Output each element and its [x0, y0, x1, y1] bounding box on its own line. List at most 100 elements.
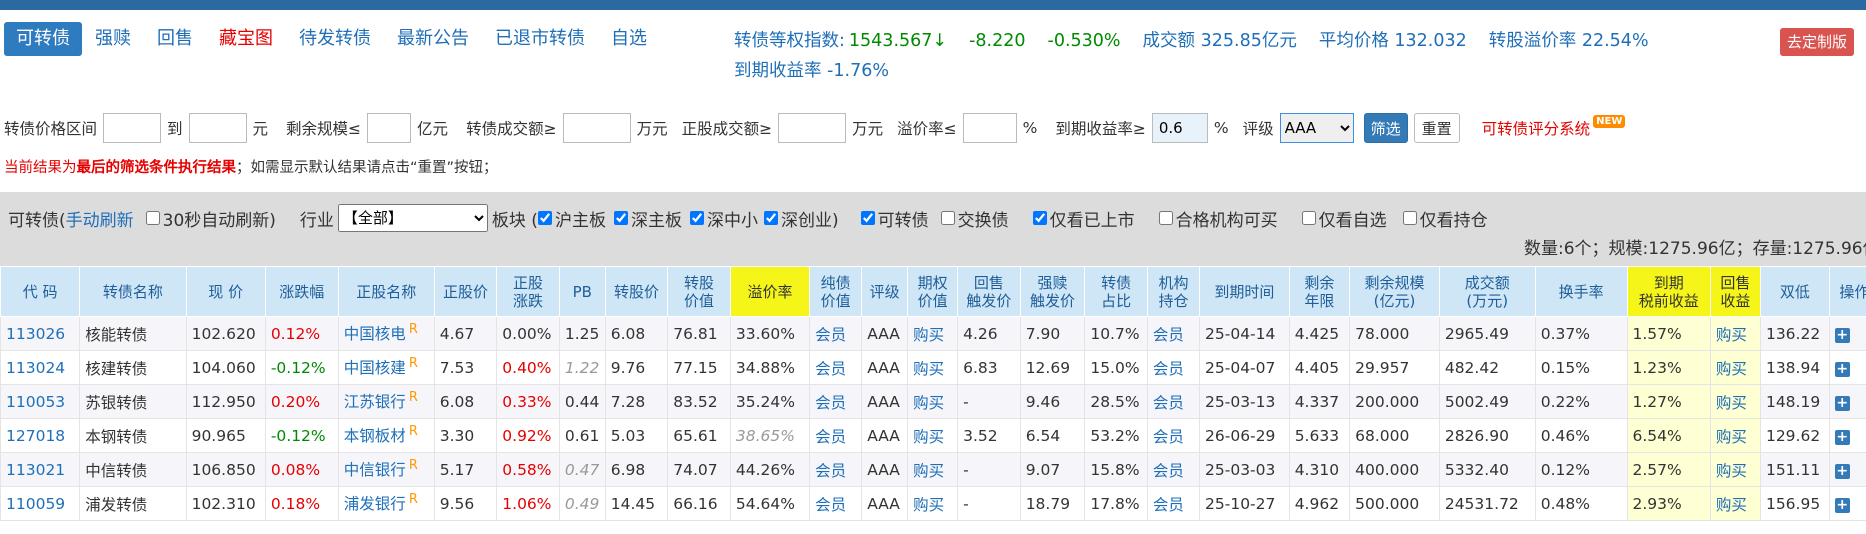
option-value-buy-link[interactable]: 购买 — [913, 495, 945, 514]
tab-treasure-map[interactable]: 藏宝图 — [219, 28, 273, 49]
option-value-buy-link[interactable]: 购买 — [913, 393, 945, 412]
add-plus-icon[interactable]: + — [1834, 462, 1850, 479]
column-header[interactable]: 溢价率 — [729, 266, 811, 317]
stock-name-link[interactable]: 中国核建 — [343, 359, 406, 378]
institution-member-link[interactable]: 会员 — [1152, 325, 1184, 344]
manual-refresh-link[interactable]: 手动刷新 — [65, 210, 134, 231]
stock-name-link[interactable]: 江苏银行 — [343, 393, 406, 412]
institution-member-link[interactable]: 会员 — [1152, 495, 1184, 514]
table-row[interactable]: 113026 核能转债 102.620 0.12% 中国核电 R 4.67 0.00% 1.25… — [0, 316, 1866, 351]
bond-code-link[interactable]: 113021 — [6, 460, 66, 479]
bond-value-member-link[interactable]: 会员 — [815, 393, 847, 412]
bond-turnover-input[interactable] — [562, 113, 631, 143]
column-header[interactable]: 期权 价值 — [907, 266, 959, 317]
sz-sme-checkbox[interactable] — [689, 211, 704, 225]
column-header[interactable]: 到期时间 — [1199, 266, 1290, 317]
column-header[interactable]: 转债 占比 — [1084, 266, 1148, 317]
column-header[interactable]: 成交额 (万元) — [1438, 266, 1536, 317]
tab-forced-redemption[interactable]: 强赎 — [95, 28, 131, 49]
sh-main-checkbox[interactable] — [537, 211, 552, 225]
qualified-checkbox[interactable] — [1158, 211, 1173, 225]
bond-value-member-link[interactable]: 会员 — [815, 359, 847, 378]
column-header[interactable]: 操作 — [1828, 266, 1866, 317]
column-header[interactable]: 评级 — [861, 266, 909, 317]
put-yield-buy-link[interactable]: 购买 — [1715, 495, 1747, 514]
column-header[interactable]: 代 码 — [0, 266, 81, 317]
table-row[interactable]: 110059 浦发转债 102.310 0.18% 浦发银行 R 9.56 1.06% 0.49… — [0, 486, 1866, 521]
column-header[interactable]: 正股 涨跌 — [496, 266, 560, 317]
option-value-buy-link[interactable]: 购买 — [913, 427, 945, 446]
table-row[interactable]: 113021 中信转债 106.850 0.08% 中信银行 R 5.17 0.58% 0.47… — [0, 452, 1866, 487]
bond-value-member-link[interactable]: 会员 — [815, 461, 847, 480]
institution-member-link[interactable]: 会员 — [1152, 427, 1184, 446]
industry-select[interactable]: 【全部】 — [337, 204, 488, 232]
custom-version-button[interactable]: 去定制版 — [1780, 28, 1854, 56]
bond-code-link[interactable]: 113026 — [6, 324, 66, 343]
column-header[interactable]: 正股价 — [433, 266, 498, 317]
stock-name-link[interactable]: 浦发银行 — [343, 495, 406, 514]
column-header[interactable]: 剩余规模 (亿元) — [1349, 266, 1440, 317]
table-row[interactable]: 110053 苏银转债 112.950 0.20% 江苏银行 R 6.08 0.33% 0.44… — [0, 384, 1866, 419]
r-mark-icon[interactable]: R — [408, 356, 418, 372]
stock-turnover-input[interactable] — [778, 113, 847, 143]
column-header[interactable]: 转股价 — [604, 266, 669, 317]
table-row[interactable]: 113024 核建转债 104.060 -0.12% 中国核建 R 7.53 0.40% 1.2… — [0, 350, 1866, 385]
put-yield-buy-link[interactable]: 购买 — [1715, 325, 1747, 344]
tab-watchlist[interactable]: 自选 — [611, 28, 647, 49]
column-header[interactable]: 机构 持仓 — [1146, 266, 1201, 317]
remaining-scale-input[interactable] — [367, 113, 412, 143]
table-row[interactable]: 127018 本钢转债 90.965 -0.12% 本钢板材 R 3.30 0.92% 0.61… — [0, 418, 1866, 453]
institution-member-link[interactable]: 会员 — [1152, 359, 1184, 378]
column-header[interactable]: 纯债 价值 — [809, 266, 863, 317]
column-header[interactable]: 回售 触发价 — [957, 266, 1021, 317]
r-mark-icon[interactable]: R — [408, 390, 418, 406]
column-header[interactable]: 换手率 — [1534, 266, 1628, 317]
institution-member-link[interactable]: 会员 — [1152, 393, 1184, 412]
reset-button[interactable]: 重置 — [1413, 113, 1460, 143]
sz-main-checkbox[interactable] — [613, 211, 628, 225]
add-plus-icon[interactable]: + — [1834, 360, 1850, 377]
column-header[interactable]: PB — [558, 266, 606, 317]
add-plus-icon[interactable]: + — [1834, 428, 1850, 445]
bond-value-member-link[interactable]: 会员 — [815, 495, 847, 514]
holdings-only-checkbox[interactable] — [1402, 211, 1417, 225]
option-value-buy-link[interactable]: 购买 — [913, 325, 945, 344]
convertible-checkbox[interactable] — [860, 211, 875, 225]
put-yield-buy-link[interactable]: 购买 — [1715, 461, 1747, 480]
column-header[interactable]: 回售 收益 — [1709, 266, 1761, 317]
rating-select[interactable]: AAA — [1279, 113, 1354, 143]
column-header[interactable]: 剩余 年限 — [1288, 266, 1351, 317]
bond-code-link[interactable]: 110053 — [6, 392, 66, 411]
column-header[interactable]: 现 价 — [185, 266, 266, 317]
column-header[interactable]: 强赎 触发价 — [1019, 266, 1086, 317]
exchangeable-checkbox[interactable] — [940, 211, 955, 225]
put-yield-buy-link[interactable]: 购买 — [1715, 427, 1747, 446]
r-mark-icon[interactable]: R — [408, 458, 418, 474]
watchlist-only-checkbox[interactable] — [1301, 211, 1316, 225]
tab-convertible[interactable]: 可转债 — [4, 22, 82, 56]
listed-only-checkbox[interactable] — [1032, 211, 1047, 225]
bond-code-link[interactable]: 110059 — [6, 494, 66, 513]
option-value-buy-link[interactable]: 购买 — [913, 461, 945, 480]
sz-gem-checkbox[interactable] — [763, 211, 778, 225]
bond-value-member-link[interactable]: 会员 — [815, 427, 847, 446]
bond-code-link[interactable]: 113024 — [6, 358, 66, 377]
put-yield-buy-link[interactable]: 购买 — [1715, 393, 1747, 412]
tab-latest-announcements[interactable]: 最新公告 — [397, 28, 469, 49]
tab-put-back[interactable]: 回售 — [157, 28, 193, 49]
stock-name-link[interactable]: 中国核电 — [343, 325, 406, 344]
ytm-input[interactable] — [1151, 113, 1208, 143]
r-mark-icon[interactable]: R — [408, 322, 418, 338]
auto-refresh-checkbox[interactable] — [145, 211, 160, 225]
score-system-link[interactable]: 可转债评分系统 NEW — [1482, 115, 1626, 139]
r-mark-icon[interactable]: R — [408, 492, 418, 508]
add-plus-icon[interactable]: + — [1834, 326, 1850, 343]
bond-value-member-link[interactable]: 会员 — [815, 325, 847, 344]
premium-rate-input[interactable] — [962, 113, 1017, 143]
put-yield-buy-link[interactable]: 购买 — [1715, 359, 1747, 378]
column-header[interactable]: 双低 — [1759, 266, 1830, 317]
r-mark-icon[interactable]: R — [408, 424, 418, 440]
price-min-input[interactable] — [103, 113, 162, 143]
column-header[interactable]: 转债名称 — [79, 266, 187, 317]
price-max-input[interactable] — [188, 113, 247, 143]
